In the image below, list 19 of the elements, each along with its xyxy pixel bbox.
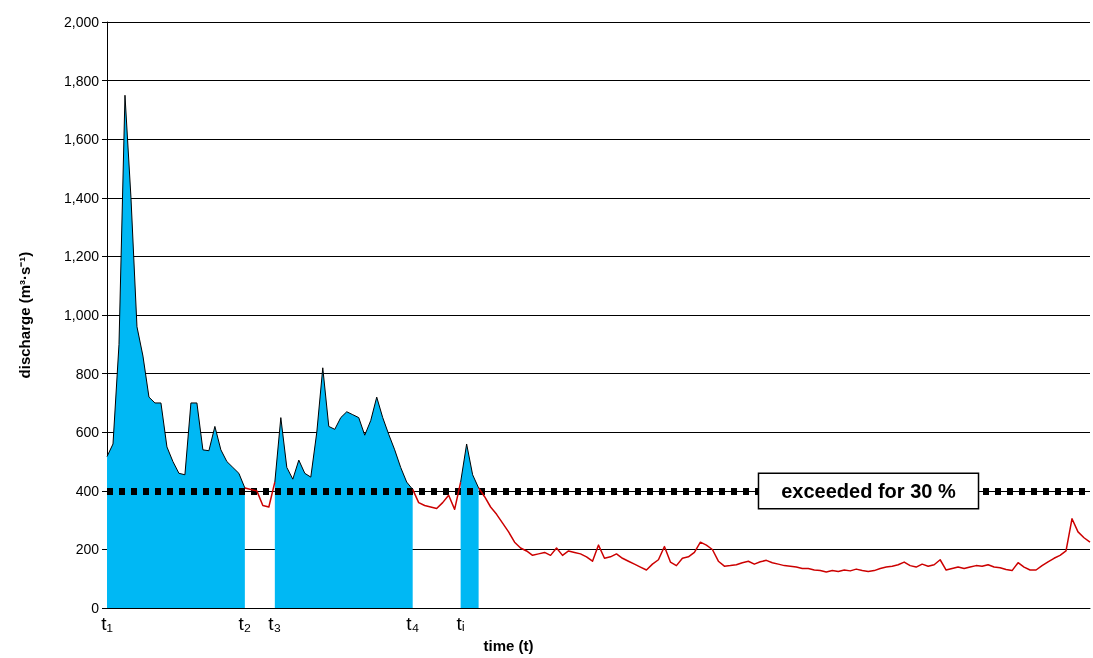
y-axis-title: discharge (m³·s⁻¹) <box>16 251 33 379</box>
y-tick-label: 800 <box>75 365 100 382</box>
y-tick-label: 600 <box>75 424 100 441</box>
x-tick-label: t₁ <box>101 613 113 635</box>
y-tick-label: 2,000 <box>63 14 100 30</box>
y-tick-label: 1,000 <box>63 307 100 324</box>
x-tick-label: t₂ <box>238 613 252 635</box>
x-tick-label: t₄ <box>406 613 420 635</box>
x-axis-title: time (t) <box>483 637 534 654</box>
y-tick-label: 1,200 <box>63 248 100 265</box>
y-tick-label: 1,400 <box>63 189 100 206</box>
y-tick-label: 1,800 <box>63 72 100 89</box>
y-tick-label: 0 <box>91 600 100 617</box>
y-tick-label: 200 <box>75 541 100 558</box>
x-tick-label: tᵢ <box>456 613 465 635</box>
y-tick-label: 1,600 <box>63 131 100 148</box>
ref-line-label: exceeded for 30 % <box>781 479 956 502</box>
y-tick-label: 400 <box>75 482 100 499</box>
x-tick-label: t₃ <box>268 613 282 635</box>
